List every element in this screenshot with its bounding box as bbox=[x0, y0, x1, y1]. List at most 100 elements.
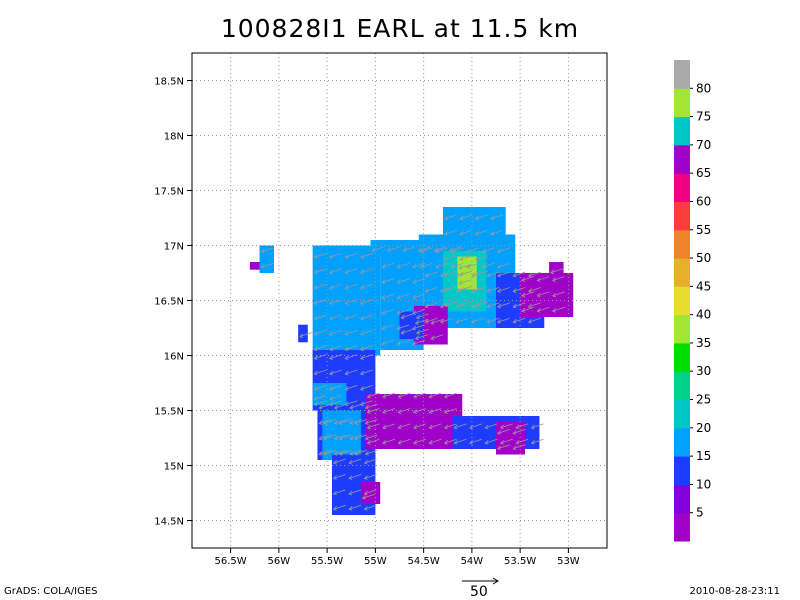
wind-vector bbox=[314, 345, 327, 351]
wind-vector-head bbox=[364, 404, 369, 410]
wind-vector-head bbox=[318, 420, 323, 425]
wind-vector bbox=[381, 339, 395, 345]
wind-vector-head bbox=[486, 303, 491, 309]
wind-vector-head bbox=[413, 409, 418, 414]
wind-vector bbox=[475, 301, 488, 307]
wind-vector bbox=[418, 246, 431, 252]
wind-vector bbox=[416, 313, 429, 319]
wind-vector-head bbox=[344, 254, 349, 259]
wind-vector-head bbox=[443, 302, 448, 308]
wind-vector bbox=[362, 493, 375, 499]
wind-vector-head bbox=[440, 272, 445, 278]
wind-vector-head bbox=[366, 440, 371, 445]
wind-vector bbox=[333, 489, 346, 495]
wind-vector bbox=[348, 489, 362, 495]
wind-vector bbox=[360, 354, 373, 359]
wind-vector bbox=[345, 268, 358, 274]
wind-vector bbox=[367, 392, 380, 398]
wind-vector bbox=[381, 309, 395, 314]
wind-vector bbox=[497, 271, 510, 277]
wind-vector bbox=[345, 314, 358, 320]
shaded-region bbox=[249, 262, 260, 270]
colorbar-segment bbox=[674, 484, 690, 514]
wind-vector-head bbox=[382, 440, 387, 445]
wind-vector-head bbox=[338, 435, 343, 441]
wind-vector bbox=[360, 369, 373, 375]
wind-vector-head bbox=[496, 288, 502, 293]
wind-vector bbox=[444, 408, 457, 413]
wind-vector bbox=[348, 458, 362, 464]
wind-vector-head bbox=[329, 396, 334, 401]
wind-vector bbox=[381, 324, 395, 330]
reference-vector-arrow bbox=[462, 577, 499, 585]
wind-vector bbox=[475, 229, 488, 235]
wind-vector-head bbox=[396, 325, 401, 331]
wind-vector bbox=[466, 262, 479, 268]
wind-vector bbox=[333, 458, 346, 464]
colorbar-segment bbox=[674, 286, 690, 316]
wind-vector-head bbox=[364, 435, 369, 441]
wind-vector-head bbox=[530, 440, 535, 445]
colorbar-label: 65 bbox=[696, 166, 711, 180]
wind-vector-head bbox=[459, 256, 464, 261]
wind-vector-head bbox=[474, 302, 479, 308]
wind-vector-head bbox=[396, 341, 401, 346]
wind-vector-head bbox=[443, 393, 448, 399]
wind-vector-head bbox=[332, 506, 337, 511]
wind-vector bbox=[459, 229, 473, 235]
wind-vector bbox=[314, 268, 327, 274]
wind-vector bbox=[459, 214, 473, 220]
wind-vector bbox=[456, 317, 469, 323]
wind-vector bbox=[433, 246, 447, 252]
wind-vector bbox=[485, 423, 498, 429]
wind-vector-head bbox=[512, 303, 517, 309]
wind-vector bbox=[397, 339, 410, 345]
wind-vector-head bbox=[470, 303, 475, 309]
wind-vector bbox=[365, 403, 378, 409]
colorbar-label: 80 bbox=[696, 81, 711, 95]
wind-vector bbox=[425, 287, 438, 292]
wind-vector bbox=[454, 423, 467, 429]
wind-vector-head bbox=[329, 370, 334, 376]
wind-speed-shading bbox=[249, 207, 574, 515]
wind-vector bbox=[513, 444, 526, 450]
wind-vector-head bbox=[359, 300, 364, 305]
wind-vector bbox=[444, 286, 457, 291]
wind-vector bbox=[314, 385, 327, 390]
wind-vector-head bbox=[430, 320, 435, 325]
colorbar-segment bbox=[674, 314, 690, 344]
wind-vector bbox=[528, 287, 541, 292]
wind-vector bbox=[552, 276, 565, 281]
wind-vector-head bbox=[521, 308, 526, 313]
wind-vector-head bbox=[419, 264, 424, 269]
shaded-region bbox=[365, 394, 463, 449]
colorbar-label: 40 bbox=[696, 308, 711, 322]
wind-vector-head bbox=[474, 287, 479, 292]
wind-vector bbox=[329, 400, 342, 406]
wind-vector-head bbox=[397, 393, 402, 399]
wind-vector bbox=[466, 247, 479, 253]
wind-vector-head bbox=[348, 506, 353, 511]
shaded-region bbox=[360, 482, 381, 504]
wind-vector-head bbox=[453, 440, 458, 445]
wind-vector-head bbox=[344, 284, 349, 290]
wind-vector-head bbox=[359, 355, 364, 360]
wind-vector-head bbox=[455, 272, 460, 278]
wind-vector bbox=[459, 264, 472, 269]
wind-vector-head bbox=[323, 420, 328, 425]
wind-vector bbox=[339, 434, 352, 440]
y-tick-label: 16N bbox=[164, 352, 184, 363]
wind-vector-head bbox=[536, 308, 541, 313]
wind-vector-head bbox=[396, 279, 401, 285]
wind-vector-head bbox=[414, 320, 419, 325]
wind-vector-head bbox=[530, 424, 535, 430]
wind-vector bbox=[500, 438, 513, 444]
wind-vector bbox=[382, 408, 396, 413]
wind-vector-head bbox=[313, 315, 318, 321]
wind-vector bbox=[329, 268, 342, 274]
wind-vector-head bbox=[354, 420, 359, 425]
wind-vector bbox=[329, 385, 342, 390]
wind-vector bbox=[397, 293, 410, 299]
wind-vector-head bbox=[338, 451, 343, 456]
wind-vector-head bbox=[536, 292, 541, 298]
